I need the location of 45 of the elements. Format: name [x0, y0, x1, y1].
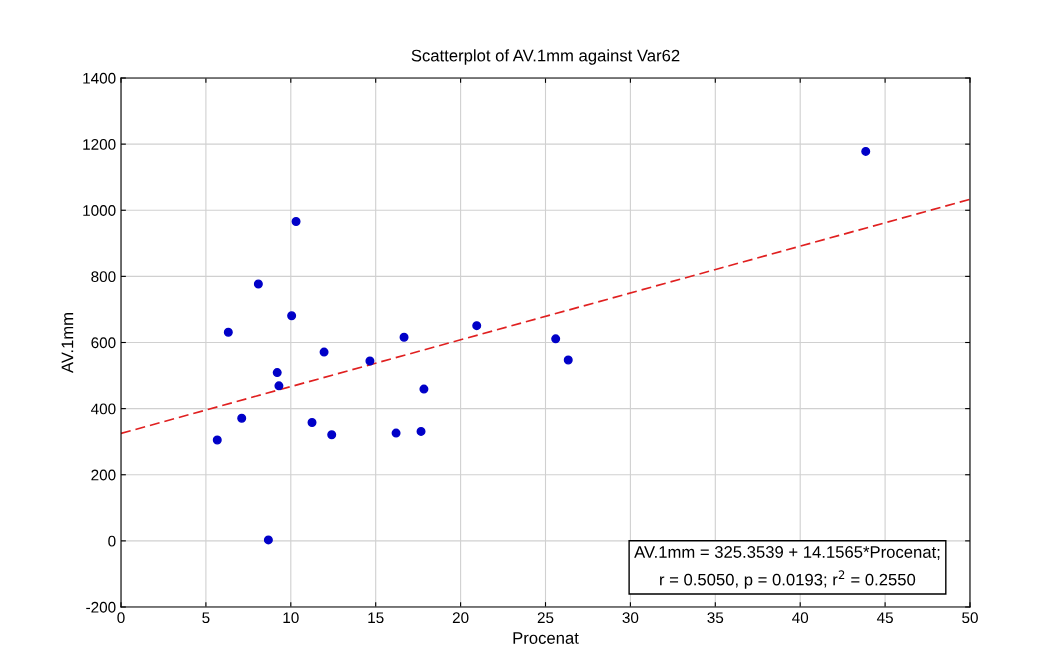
y-tick-label: 1000	[83, 205, 116, 216]
point	[272, 368, 282, 378]
x-tick-label: 45	[876, 612, 893, 624]
y-tick-label: 800	[91, 271, 116, 283]
point	[551, 334, 561, 344]
x-axis-title: Procenat	[513, 632, 579, 644]
x-tick-label: 50	[962, 612, 978, 624]
y-tick-label: 1200	[83, 138, 116, 150]
point	[253, 279, 263, 289]
x-tick-label: 35	[707, 612, 724, 624]
y-tick-label: 600	[91, 337, 116, 349]
point	[472, 321, 482, 331]
point	[237, 413, 247, 423]
point	[391, 428, 401, 438]
x-tick-label: 0	[117, 612, 125, 624]
point	[327, 430, 337, 440]
x-tick-label: 10	[283, 612, 299, 624]
point	[399, 332, 409, 342]
x-tick-label: 20	[452, 612, 469, 624]
point	[212, 435, 222, 445]
point	[307, 418, 317, 428]
point	[274, 381, 284, 391]
y-axis-title: AV.1mm	[61, 313, 74, 374]
point	[419, 384, 429, 394]
chart-title: Scatterplot of AV.1mm against Var62	[411, 49, 680, 65]
point	[223, 327, 233, 337]
x-tick-label: 40	[792, 612, 809, 624]
point	[563, 355, 573, 365]
point	[287, 311, 297, 321]
y-tick-label: -200	[86, 601, 116, 613]
y-tick-label: 1400	[83, 72, 116, 84]
y-tick-label: 400	[91, 403, 116, 415]
point	[416, 426, 426, 436]
x-tick-label: 15	[368, 612, 384, 624]
x-tick-label: 5	[202, 612, 210, 624]
point	[263, 535, 273, 545]
y-tick-label: 0	[108, 535, 116, 547]
point	[291, 216, 301, 226]
x-tick-label: 30	[622, 612, 639, 624]
y-tick-label: 200	[91, 469, 116, 481]
annotation: AV.1mm = 325.3539 + 14.1565*Procenat; r = 0.5050, p = 0.0193; r$^{2}$ = 0.2550	[634, 546, 940, 589]
x-tick-label: 25	[537, 612, 554, 624]
point	[365, 356, 375, 366]
point	[861, 146, 871, 156]
point	[319, 347, 329, 357]
